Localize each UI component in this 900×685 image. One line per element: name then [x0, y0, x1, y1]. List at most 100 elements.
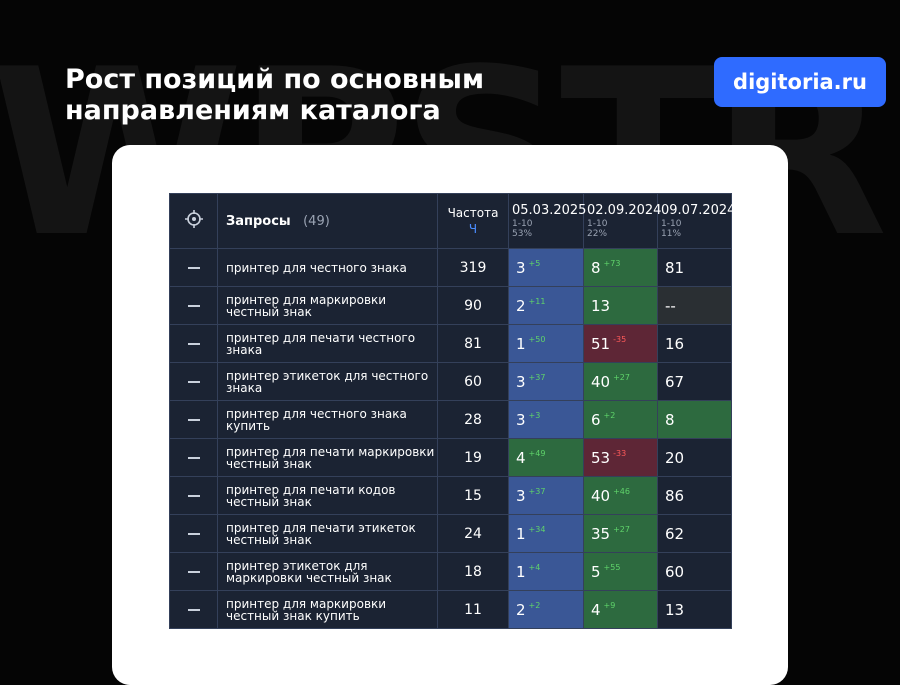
share: 22% [587, 229, 608, 239]
delta: +34 [528, 524, 546, 534]
delta: +5 [528, 258, 541, 268]
share: 11% [661, 229, 682, 239]
position: 51 [591, 334, 611, 353]
dash-icon [187, 570, 200, 573]
collapse-cell[interactable] [169, 438, 218, 477]
delta: +37 [528, 372, 546, 382]
freq-header[interactable]: Частота Ч [437, 193, 509, 249]
position: 1 [516, 524, 526, 543]
position-cell: 13 [583, 286, 658, 325]
date-header[interactable]: 05.03.2025 1-10 53% [508, 193, 587, 249]
dash-icon [187, 456, 200, 459]
row: принтер для честного знака купить 28 3 +3 6 +… [169, 400, 732, 439]
range: 1-10 [512, 219, 533, 229]
dash-icon [187, 380, 200, 383]
target-icon[interactable] [169, 193, 218, 249]
frequency: 28 [437, 400, 509, 439]
collapse-cell[interactable] [169, 400, 218, 439]
position-cell: 20 [657, 438, 732, 477]
query: принтер этикеток для честного знака [217, 362, 438, 401]
position-cell: 3 +5 [508, 248, 584, 287]
date: 02.09.2024 [587, 203, 662, 218]
position-cell: 3 +3 [508, 400, 584, 439]
delta: +46 [613, 486, 630, 496]
frequency: 81 [437, 324, 509, 363]
position: 1 [516, 334, 526, 353]
position: 2 [516, 600, 526, 619]
collapse-cell[interactable] [169, 514, 218, 553]
position: 62 [665, 524, 685, 543]
position: 8 [665, 410, 675, 429]
collapse-cell[interactable] [169, 286, 218, 325]
delta: -35 [613, 334, 627, 344]
row: принтер для маркировки честный знак купи… [169, 590, 732, 629]
query-count: (49) [303, 213, 330, 229]
range: 1-10 [587, 219, 608, 229]
delta: +73 [603, 258, 621, 268]
position-cell: 86 [657, 476, 732, 515]
position-cell: 2 +2 [508, 590, 584, 629]
delta: +4 [528, 562, 541, 572]
position-cell: 67 [657, 362, 732, 401]
date: 05.03.2025 [512, 203, 587, 218]
query-header[interactable]: Запросы (49) [217, 193, 438, 249]
position: 3 [516, 410, 526, 429]
position: 4 [591, 600, 601, 619]
row: принтер этикеток для честного знака 60 3 +3… [169, 362, 732, 401]
delta: +37 [528, 486, 546, 496]
collapse-cell[interactable] [169, 552, 218, 591]
frequency: 24 [437, 514, 509, 553]
frequency: 60 [437, 362, 509, 401]
position-cell: 2 +11 [508, 286, 584, 325]
delta: +50 [528, 334, 546, 344]
position: 13 [665, 600, 685, 619]
position-cell: 6 +2 [583, 400, 658, 439]
collapse-cell[interactable] [169, 324, 218, 363]
position-cell: 53 -33 [583, 438, 658, 477]
position-cell: 16 [657, 324, 732, 363]
position-cell: 8 [657, 400, 732, 439]
frequency: 90 [437, 286, 509, 325]
delta: +27 [613, 372, 630, 382]
position-cell: 4 +49 [508, 438, 584, 477]
brand-button[interactable]: digitoria.ru [714, 57, 886, 107]
position-cell: 40 +46 [583, 476, 658, 515]
dash-icon [187, 608, 200, 611]
position-cell: 4 +9 [583, 590, 658, 629]
row: принтер для маркировки честный знак 90 2 +1… [169, 286, 732, 325]
collapse-cell[interactable] [169, 590, 218, 629]
date-header[interactable]: 09.07.2024 1-10 11% [657, 193, 735, 249]
date-header[interactable]: 02.09.2024 1-10 22% [583, 193, 662, 249]
delta: +49 [528, 448, 546, 458]
freq-label: Частота [447, 206, 499, 220]
position-cell: 1 +50 [508, 324, 584, 363]
row: принтер для честного знака 319 3 +5 8 +73 81 [169, 248, 732, 287]
dash-icon [187, 494, 200, 497]
position: 3 [516, 372, 526, 391]
row: принтер для печати кодов честный знак 15 3… [169, 476, 732, 515]
position: 35 [591, 524, 611, 543]
delta: -33 [613, 448, 627, 458]
share: 53% [512, 229, 533, 239]
delta: +3 [528, 410, 541, 420]
collapse-cell[interactable] [169, 362, 218, 401]
row: принтер этикеток для маркировки честный … [169, 552, 732, 591]
delta: +11 [528, 296, 546, 306]
frequency: 15 [437, 476, 509, 515]
position-cell: 8 +73 [583, 248, 658, 287]
frequency: 19 [437, 438, 509, 477]
position-cell: 81 [657, 248, 732, 287]
dash-icon [187, 342, 200, 345]
position-cell: 60 [657, 552, 732, 591]
freq-sub: Ч [468, 222, 478, 236]
position-cell: 35 +27 [583, 514, 658, 553]
query: принтер этикеток для маркировки честный … [217, 552, 438, 591]
collapse-cell[interactable] [169, 248, 218, 287]
query: принтер для маркировки честный знак купи… [217, 590, 438, 629]
query-header-text: Запросы [226, 213, 291, 229]
query: принтер для маркировки честный знак [217, 286, 438, 325]
position: 40 [591, 486, 611, 505]
collapse-cell[interactable] [169, 476, 218, 515]
position: 4 [516, 448, 526, 467]
